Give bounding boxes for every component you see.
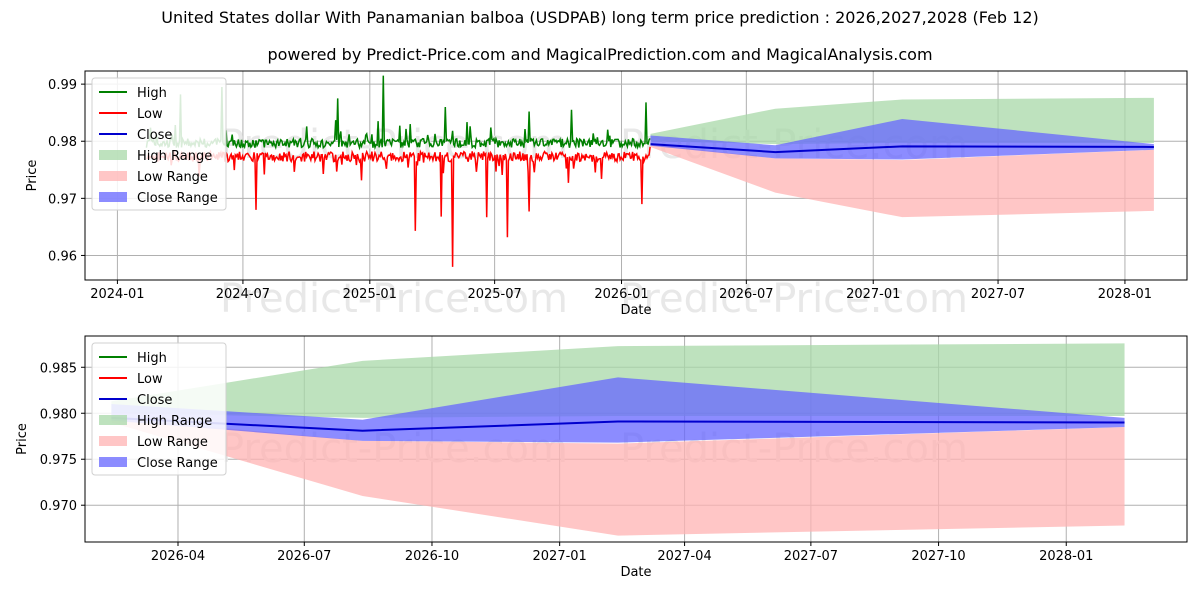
x-tick-label: 2027-10 [911,549,965,564]
low-series-line [146,146,651,267]
y-tick-label: 0.985 [40,361,77,376]
y-tick-label: 0.975 [40,453,77,468]
y-axis-label: Price [15,423,30,455]
close-range-band [650,118,1154,160]
x-tick-label: 2028-01 [1039,549,1093,564]
plot-frame [84,70,1188,281]
x-tick-label: 2026-07 [719,287,773,302]
plot-frame [84,335,1188,543]
y-tick-label: 0.970 [40,499,77,514]
x-tick-label: 2026-07 [277,549,331,564]
legend-swatch [99,150,127,160]
y-tick-label: 0.98 [48,135,77,150]
x-tick-label: 2027-01 [846,287,900,302]
watermark: Predict-Price.com [220,276,568,322]
x-tick-label: 2026-10 [405,549,459,564]
y-axis-label: Price [25,160,40,192]
legend-item: Low Range [137,170,208,185]
legend-item: High Range [137,149,212,164]
low-range-band [650,144,1154,218]
legend-item: Close [137,128,172,143]
legend-item: Low [137,372,163,387]
chart-subtitle: powered by Predict-Price.com and Magical… [267,45,933,64]
y-tick-label: 0.980 [40,407,77,422]
x-tick-label: 2027-04 [657,549,711,564]
legend-item: High [137,86,167,101]
x-tick-label: 2027-07 [971,287,1025,302]
legend-item: Close [137,393,172,408]
high-series-line [145,75,651,151]
y-tick-label: 0.97 [48,192,77,207]
x-tick-label: 2025-07 [467,287,521,302]
legend-item: Low Range [137,435,208,450]
x-axis-label: Date [620,303,651,318]
close-range-band [111,377,1125,443]
x-tick-label: 2027-07 [784,549,838,564]
legend-item: High [137,351,167,366]
x-tick-label: 2024-07 [216,287,270,302]
x-tick-label: 2025-01 [343,287,397,302]
legend-item: High Range [137,414,212,429]
x-tick-label: 2026-04 [151,549,205,564]
low-range-band [111,417,1125,536]
x-tick-label: 2028-01 [1098,287,1152,302]
y-tick-label: 0.99 [48,78,77,93]
legend-item: Close Range [137,456,218,471]
legend-swatch [99,415,127,425]
close-series-line [650,143,1154,154]
x-tick-label: 2026-01 [594,287,648,302]
legend-swatch [99,192,127,202]
watermark: Predict-Price.com [620,276,968,322]
legend-swatch [99,436,127,446]
y-tick-label: 0.96 [48,249,77,264]
legend-item: Low [137,107,163,122]
close-series-line [111,416,1125,432]
legend-swatch [99,457,127,467]
x-tick-label: 2027-01 [533,549,587,564]
legend-swatch [99,171,127,181]
legend-item: Close Range [137,191,218,206]
chart-title: United States dollar With Panamanian bal… [161,8,1039,27]
x-axis-label: Date [620,565,651,580]
x-tick-label: 2024-01 [90,287,144,302]
